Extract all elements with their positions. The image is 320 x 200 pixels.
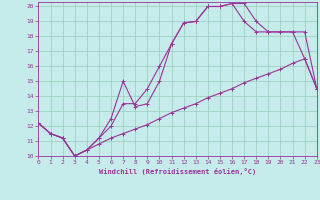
X-axis label: Windchill (Refroidissement éolien,°C): Windchill (Refroidissement éolien,°C) xyxy=(99,168,256,175)
